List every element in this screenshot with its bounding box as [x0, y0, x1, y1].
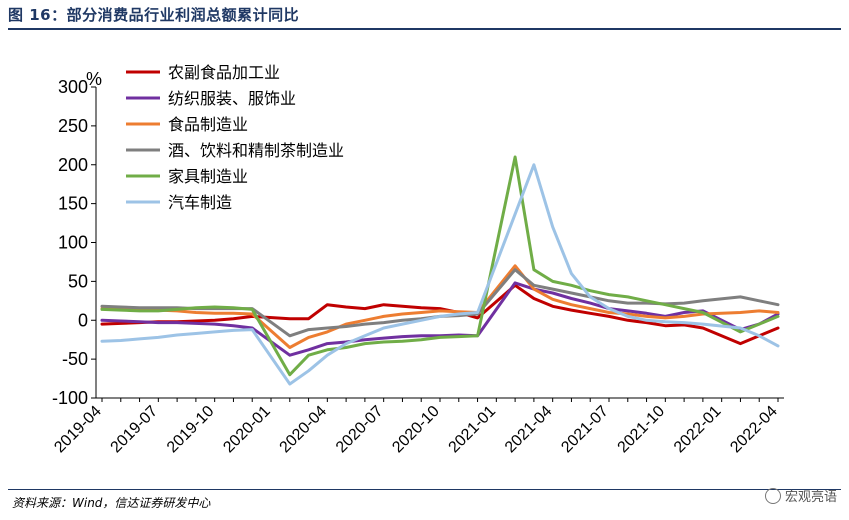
x-tick-label: 2022-04 — [727, 403, 781, 457]
x-tick-label: 2019-04 — [51, 403, 105, 457]
y-unit-label: % — [86, 69, 102, 89]
line-chart: -100 -50 0 50 100 150 200 250 300% 2019-04 2019-07… — [51, 63, 784, 456]
y-tick-label: 0 — [78, 310, 88, 330]
y-tick-label: 50 — [68, 271, 88, 291]
x-tick-label: 2020-04 — [277, 403, 331, 457]
legend-label: 酒、饮料和精制茶制造业 — [168, 141, 344, 160]
y-tick-label: -100 — [52, 388, 88, 408]
watermark: 宏观亮语 — [764, 486, 837, 505]
source-note: 资料来源：Wind，信达证券研发中心 — [12, 496, 211, 510]
series-line-1 — [100, 281, 780, 357]
legend-label: 农副食品加工业 — [168, 63, 280, 82]
x-tick-label: 2020-10 — [389, 403, 443, 457]
series-line-5 — [100, 163, 780, 386]
series-lines — [100, 155, 780, 386]
wechat-icon — [764, 487, 781, 504]
y-tick-label: 200 — [58, 155, 88, 175]
y-tick-label: 250 — [58, 116, 88, 136]
watermark-text: 宏观亮语 — [784, 490, 837, 505]
x-tick-label: 2021-04 — [502, 403, 556, 457]
x-tick-label: 2021-01 — [446, 403, 500, 457]
series-line-2 — [100, 264, 780, 349]
axes: -100 -50 0 50 100 150 200 250 300% 2019-04 2019-07… — [51, 69, 784, 456]
x-tick-label: 2019-07 — [108, 403, 162, 457]
x-tick-label: 2019-10 — [164, 403, 218, 457]
series-line-4 — [100, 155, 780, 377]
legend-label: 汽车制造 — [168, 193, 232, 212]
y-tick-label: -50 — [62, 349, 88, 369]
footer-rule — [8, 489, 841, 490]
legend-label: 纺织服装、服饰业 — [168, 89, 296, 108]
x-tick-label: 2022-01 — [671, 403, 725, 457]
y-tick-label: 150 — [58, 194, 88, 214]
legend-label: 家具制造业 — [168, 167, 248, 186]
y-tick-label: 300 — [58, 77, 88, 97]
legend-label: 食品制造业 — [168, 115, 248, 134]
x-tick-label: 2020-01 — [220, 403, 274, 457]
x-tick-label: 2021-10 — [615, 403, 669, 457]
title-rule — [8, 28, 841, 30]
series-line-0 — [100, 283, 780, 346]
x-tick-label: 2021-07 — [558, 403, 612, 457]
y-tick-label: 100 — [58, 233, 88, 253]
x-tick-label: 2020-07 — [333, 403, 387, 457]
chart-title: 图 16：部分消费品行业利润总额累计同比 — [8, 6, 300, 24]
